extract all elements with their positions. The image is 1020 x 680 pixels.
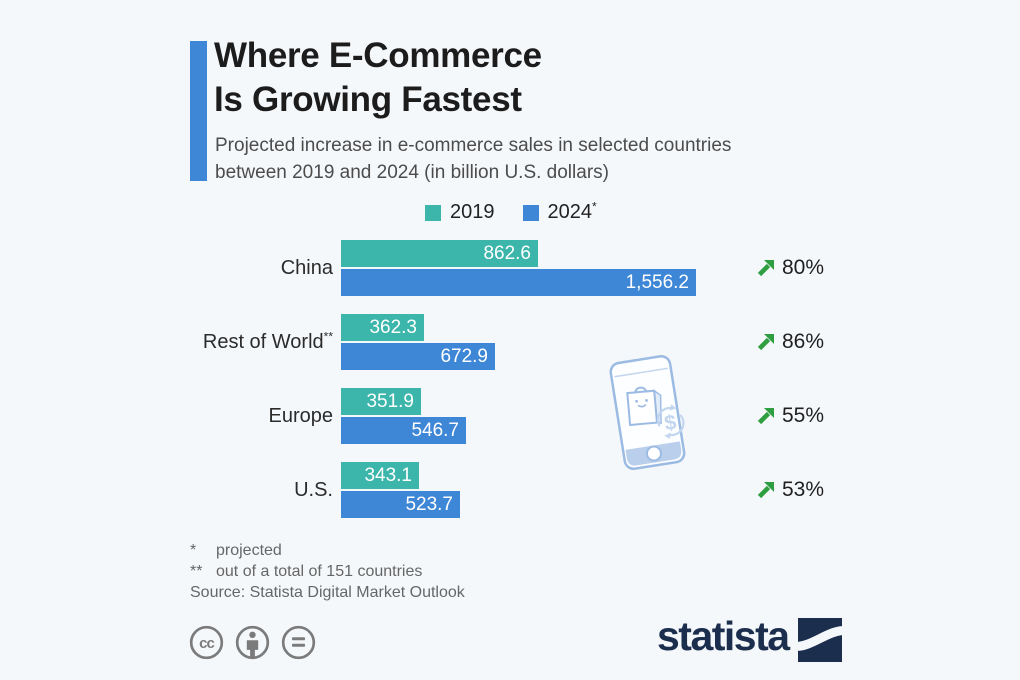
growth-percent: 80% [782, 256, 825, 279]
page-title: Where E-Commerce Is Growing Fastest [214, 34, 542, 122]
growth-indicator: 80% [757, 240, 824, 296]
legend-item: 2024* [522, 199, 597, 224]
bar-2024: 1,556.2 [341, 269, 696, 296]
chart-row: U.S. 343.1 523.7 53% [190, 462, 850, 518]
cc-license-icon: cc [189, 625, 224, 660]
footnote-reference-marker: * [592, 199, 597, 214]
growth-percent: 53% [782, 478, 825, 501]
smartphone-shopping-bag-icon: $ [609, 355, 686, 471]
bar-chart: China 862.6 1,556.2 80% Rest of World** 362.3… [190, 240, 850, 536]
category-label: U.S. [294, 478, 333, 501]
svg-text:cc: cc [199, 635, 214, 652]
category-label: Europe [268, 404, 334, 427]
bar-2024: 672.9 [341, 343, 495, 370]
subtitle-line-1: Projected increase in e-commerce sales i… [215, 135, 732, 156]
chart-legend: 2019 2024* [425, 199, 597, 224]
statista-wordmark: statista [657, 613, 790, 659]
growth-indicator: 55% [757, 388, 824, 444]
bar-2019: 351.9 [341, 388, 421, 415]
title-accent-bar [190, 41, 207, 181]
bar-2019: 343.1 [341, 462, 419, 489]
title-line-2: Is Growing Fastest [214, 80, 522, 119]
growth-arrow-icon [757, 333, 774, 350]
bar-value-label: 1,556.2 [625, 271, 689, 293]
bar-2024: 523.7 [341, 491, 460, 518]
bar-value-label: 362.3 [369, 316, 417, 338]
growth-arrow-icon [757, 481, 774, 498]
bar-2019: 362.3 [341, 314, 424, 341]
source-note: Source: Statista Digital Market Outlook [190, 584, 465, 601]
chart-row: Rest of World** 362.3 672.9 86% [190, 314, 850, 370]
statista-logo-icon [797, 618, 842, 662]
bar-group: 362.3 672.9 [341, 314, 495, 370]
footnote-text: projected [216, 542, 282, 559]
cc-license-row: cc [188, 624, 317, 661]
attribution-person-icon [235, 625, 270, 660]
bar-value-label: 546.7 [411, 419, 459, 441]
footnotes: * projected ** out of a total of 151 cou… [190, 540, 465, 603]
dollar-refresh-icon: $ [656, 404, 685, 439]
chart-row: Europe 351.9 546.7 55% [190, 388, 850, 444]
chart-row: China 862.6 1,556.2 80% [190, 240, 850, 296]
growth-arrow-icon [757, 407, 774, 424]
growth-indicator: 53% [757, 462, 824, 518]
footnote-projected: * projected [190, 540, 465, 561]
footnote-countries: ** out of a total of 151 countries [190, 561, 465, 582]
legend-swatch [425, 204, 441, 221]
bar-group: 351.9 546.7 [341, 388, 466, 444]
bar-value-label: 351.9 [366, 390, 414, 412]
bar-group: 862.6 1,556.2 [341, 240, 696, 296]
legend-swatch [522, 204, 539, 221]
page-subtitle: Projected increase in e-commerce sales i… [215, 132, 731, 186]
bar-value-label: 523.7 [405, 493, 453, 515]
subtitle-line-2: between 2019 and 2024 (in billion U.S. d… [215, 162, 609, 183]
footnote-text: out of a total of 151 countries [216, 563, 423, 580]
legend-item: 2019 [425, 201, 495, 224]
growth-arrow-icon [757, 259, 774, 276]
title-line-1: Where E-Commerce [214, 36, 542, 75]
no-derivatives-equals-icon [281, 625, 316, 660]
legend-label: 2019 [450, 201, 495, 223]
category-label: China [280, 256, 333, 279]
category-label: Rest of World** [202, 328, 333, 353]
bar-value-label: 672.9 [440, 345, 488, 367]
growth-percent: 55% [782, 404, 825, 427]
bar-group: 343.1 523.7 [341, 462, 460, 518]
bar-value-label: 343.1 [364, 464, 412, 486]
footnote-marker: * [190, 542, 197, 559]
svg-text:$: $ [663, 411, 678, 436]
growth-percent: 86% [782, 330, 825, 353]
bar-value-label: 862.6 [483, 242, 531, 264]
bar-2019: 862.6 [341, 240, 538, 267]
growth-indicator: 86% [757, 314, 824, 370]
statista-branding: statista [657, 612, 842, 662]
footnote-reference-marker: ** [323, 328, 333, 343]
legend-label: 2024* [547, 199, 597, 223]
bar-2024: 546.7 [341, 417, 466, 444]
footnote-marker: ** [190, 563, 203, 580]
shopping-bag-icon [626, 386, 662, 427]
